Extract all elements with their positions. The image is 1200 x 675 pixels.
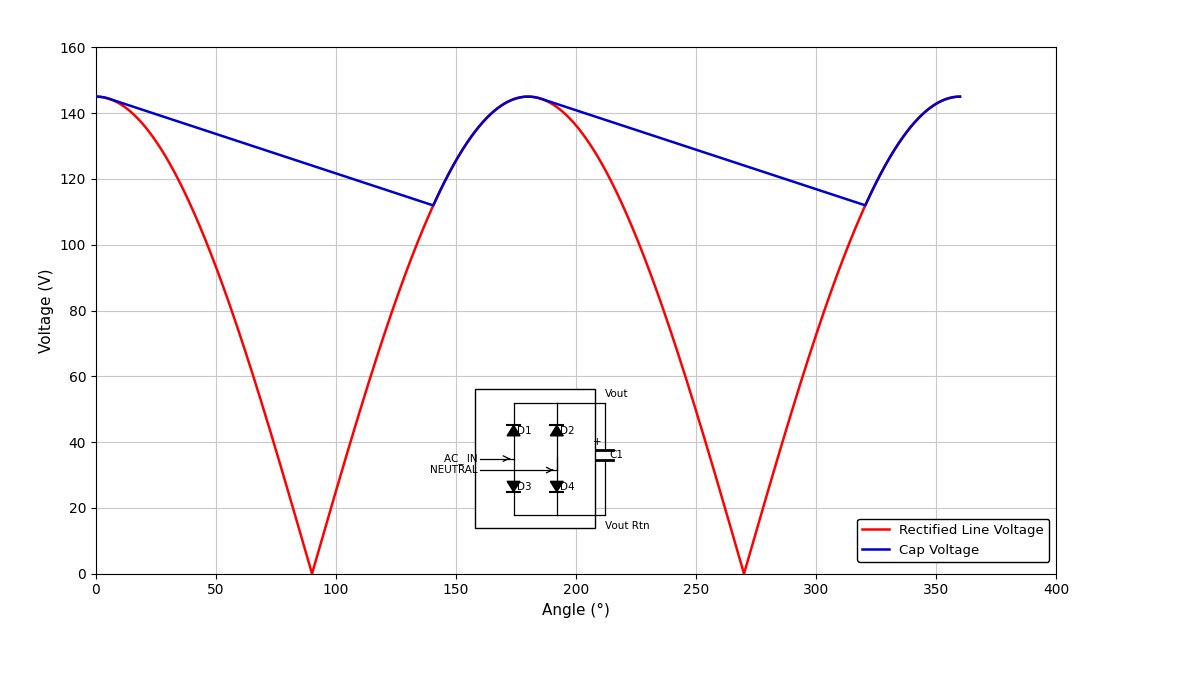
Cap Voltage bbox=[498, 99, 512, 107]
Text: NEUTRAL: NEUTRAL bbox=[430, 465, 478, 475]
Y-axis label: Voltage (V): Voltage (V) bbox=[40, 268, 54, 353]
Cap Voltage bbox=[720, 156, 734, 164]
Cap Voltage bbox=[426, 201, 440, 209]
Rectified Line Voltage bbox=[745, 542, 760, 550]
Line: Rectified Line Voltage: Rectified Line Voltage bbox=[96, 97, 960, 574]
Polygon shape bbox=[551, 425, 563, 436]
Rectified Line Voltage bbox=[737, 570, 751, 578]
Text: C1: C1 bbox=[610, 450, 624, 460]
Polygon shape bbox=[551, 481, 563, 491]
Text: D4: D4 bbox=[560, 481, 575, 491]
Legend: Rectified Line Voltage, Cap Voltage: Rectified Line Voltage, Cap Voltage bbox=[857, 518, 1050, 562]
Text: Vout Rtn: Vout Rtn bbox=[605, 521, 649, 531]
Rectified Line Voltage bbox=[917, 109, 931, 117]
Rectified Line Voltage bbox=[906, 120, 920, 128]
Text: Vout: Vout bbox=[605, 389, 629, 400]
Text: +: + bbox=[593, 437, 601, 447]
Text: D2: D2 bbox=[560, 426, 575, 435]
Text: D3: D3 bbox=[517, 481, 532, 491]
Text: AC_ IN: AC_ IN bbox=[444, 453, 478, 464]
Bar bbox=[475, 389, 595, 528]
Cap Voltage bbox=[745, 164, 760, 172]
Cap Voltage bbox=[906, 120, 920, 128]
Polygon shape bbox=[508, 425, 520, 436]
Rectified Line Voltage bbox=[383, 315, 397, 323]
Cap Voltage bbox=[917, 109, 931, 117]
X-axis label: Angle (°): Angle (°) bbox=[542, 603, 610, 618]
Polygon shape bbox=[508, 481, 520, 491]
Cap Voltage bbox=[89, 92, 103, 101]
Rectified Line Voltage bbox=[720, 513, 734, 521]
Line: Cap Voltage: Cap Voltage bbox=[96, 97, 960, 205]
Rectified Line Voltage bbox=[89, 92, 103, 101]
Cap Voltage bbox=[953, 92, 967, 101]
Rectified Line Voltage bbox=[498, 99, 512, 107]
Text: D1: D1 bbox=[517, 426, 532, 435]
Rectified Line Voltage bbox=[953, 92, 967, 101]
Cap Voltage bbox=[383, 187, 397, 195]
